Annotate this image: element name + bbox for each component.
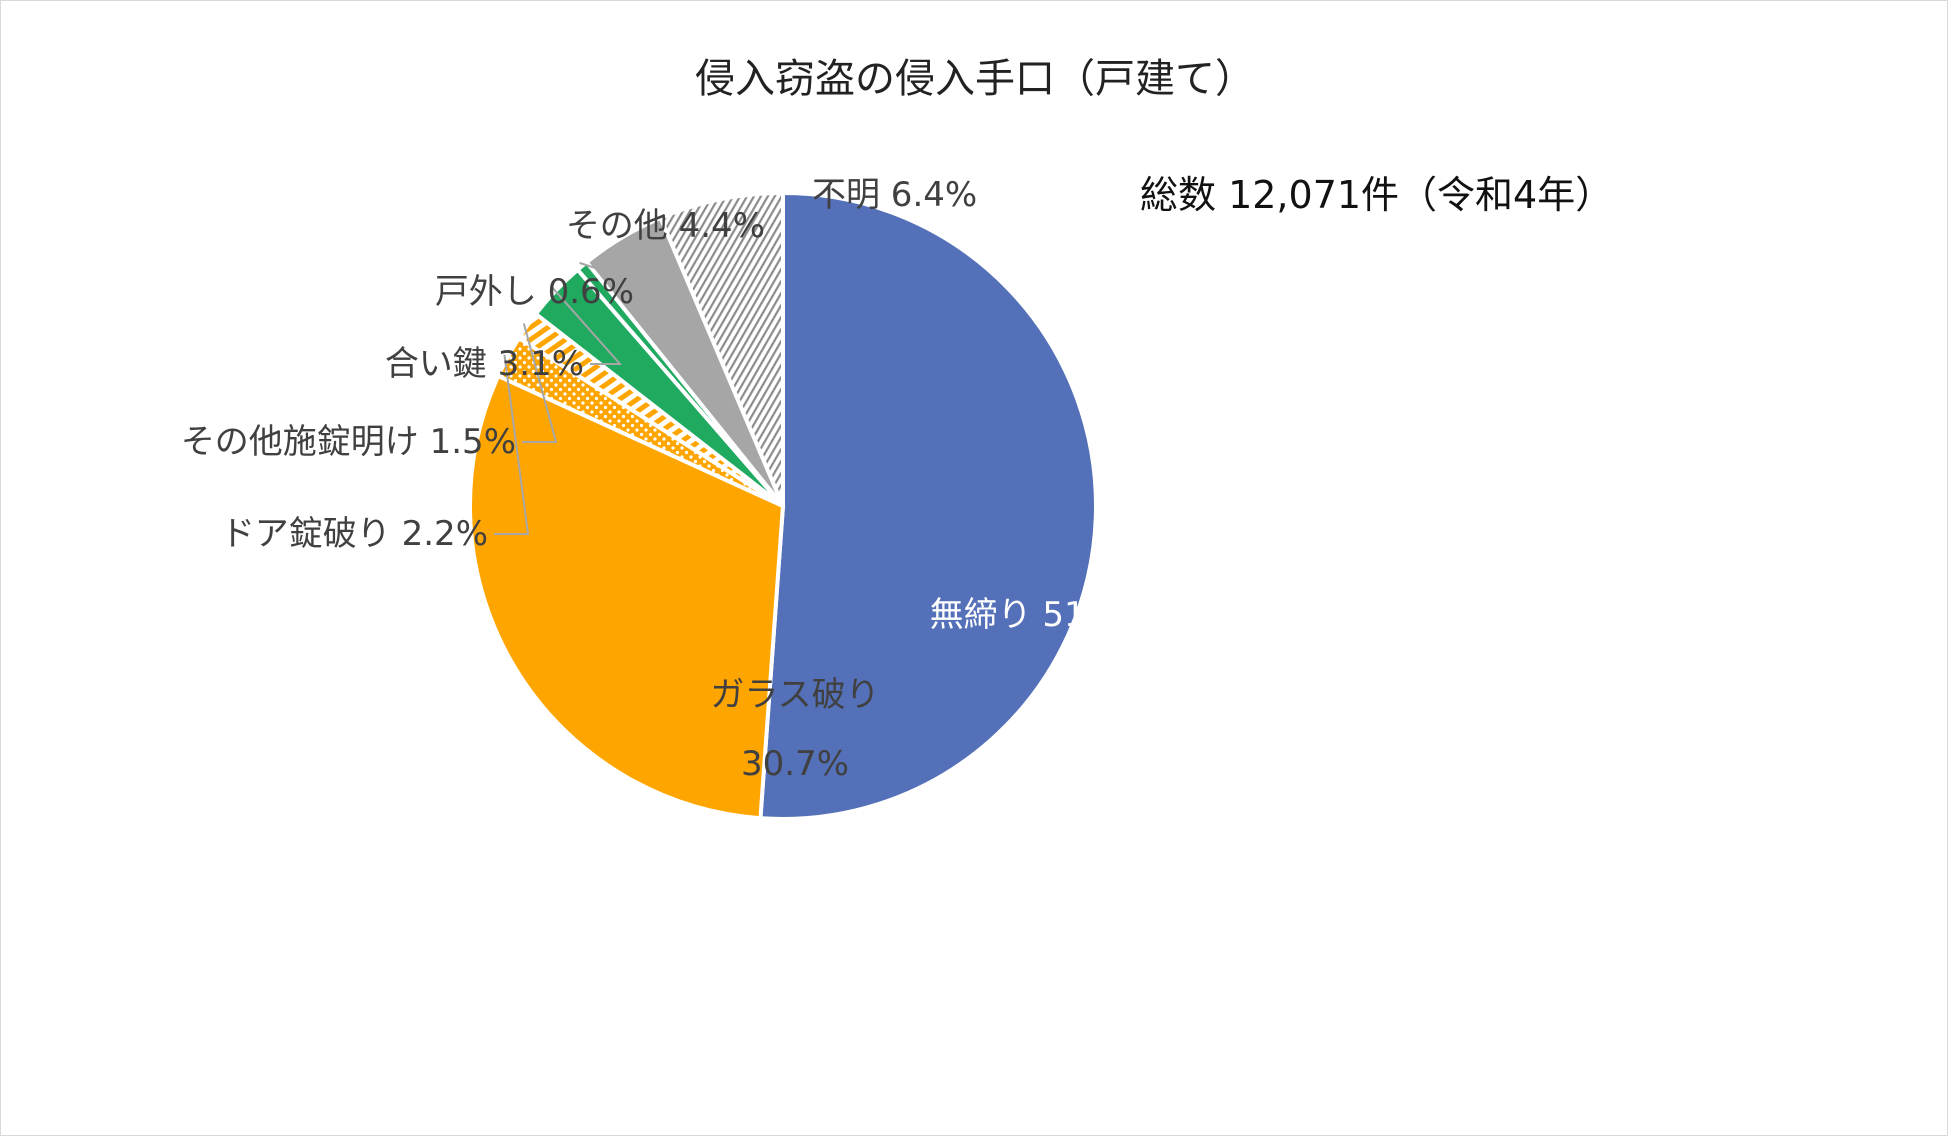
data-label: 合い鍵 3.1% [385, 344, 584, 384]
leader-line [494, 354, 530, 535]
chart-title: 侵入窃盗の侵入手口（戸建て） [695, 56, 1255, 102]
pie-slice [758, 191, 1098, 821]
data-label: 無締り 51.2% [930, 595, 1151, 635]
data-label: ガラス破り [710, 675, 879, 715]
pie-slice [658, 191, 785, 508]
data-label: その他 4.4% [566, 206, 765, 246]
data-label: その他施錠明け 1.5% [181, 422, 516, 462]
leader-line [522, 323, 558, 443]
pie-slice [468, 373, 785, 821]
leader-line [552, 287, 623, 365]
data-label: 戸外し 0.6% [435, 272, 634, 312]
data-label: 不明 6.4% [812, 175, 977, 215]
data-label: 30.7% [741, 744, 849, 784]
total-count-annotation: 総数 12,071件（令和4年） [1140, 173, 1613, 217]
data-label: ドア錠破り 2.2% [221, 514, 488, 554]
leader-line [579, 261, 669, 293]
